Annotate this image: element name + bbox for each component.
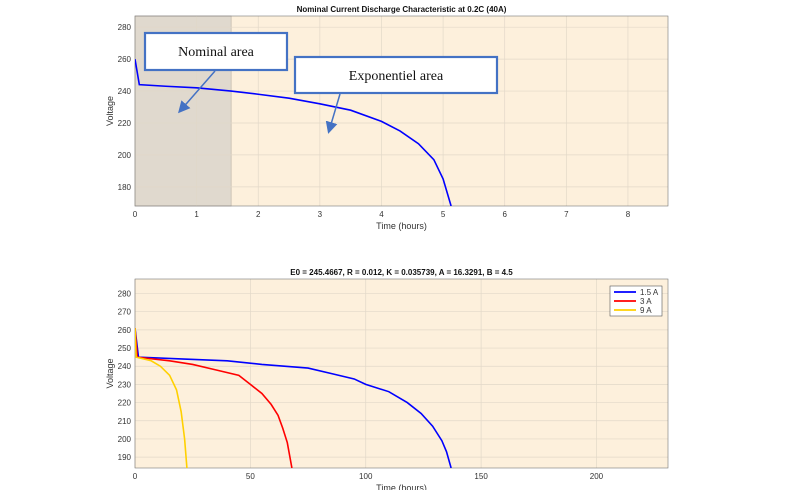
x-tick-label: 3 xyxy=(318,210,323,219)
x-tick-label: 150 xyxy=(474,472,488,481)
x-tick-label: 2 xyxy=(256,210,261,219)
y-tick-label: 210 xyxy=(118,417,132,426)
y-axis-label: Voltage xyxy=(105,358,115,388)
y-tick-label: 230 xyxy=(118,380,132,389)
x-tick-label: 200 xyxy=(590,472,604,481)
y-tick-label: 260 xyxy=(118,326,132,335)
x-tick-label: 8 xyxy=(626,210,631,219)
legend-label: 3 A xyxy=(640,297,652,306)
nominal-area-callout xyxy=(143,31,289,72)
nominal-arrow-icon xyxy=(178,70,216,114)
y-tick-label: 220 xyxy=(118,399,132,408)
y-tick-label: 270 xyxy=(118,308,132,317)
series-line-9-A xyxy=(135,328,188,468)
x-tick-label: 0 xyxy=(133,472,138,481)
y-tick-label: 200 xyxy=(118,151,132,160)
y-tick-label: 180 xyxy=(118,183,132,192)
x-tick-label: 0 xyxy=(133,210,138,219)
exponential-arrow-icon xyxy=(325,93,341,134)
y-tick-label: 280 xyxy=(118,23,132,32)
axes-frame xyxy=(134,278,669,469)
x-tick-label: 4 xyxy=(379,210,384,219)
y-tick-label: 240 xyxy=(118,87,132,96)
legend: 1.5 A3 A9 A xyxy=(609,285,663,317)
y-tick-label: 190 xyxy=(118,453,132,462)
nominal-area-label: Nominal area xyxy=(178,45,255,60)
x-tick-label: 7 xyxy=(564,210,569,219)
chart-1: 0 1 2 3 4 5 6 7 8 180 200 220 240 260 280 Nominal Curre… xyxy=(105,5,669,231)
legend-label: 9 A xyxy=(640,306,652,315)
x-tick-label: 6 xyxy=(502,210,507,219)
x-axis-label: Time (hours) xyxy=(376,483,427,490)
chart-title: E0 = 245.4667, R = 0.012, K = 0.035739, … xyxy=(290,268,513,277)
chart-title: Nominal Current Discharge Characteristic… xyxy=(297,5,507,14)
series-line-1.5-A xyxy=(135,327,452,468)
y-tick-label: 220 xyxy=(118,119,132,128)
axes-frame xyxy=(134,15,669,207)
x-tick-label: 50 xyxy=(246,472,255,481)
plot-area xyxy=(135,279,668,468)
y-tick-label: 280 xyxy=(118,290,132,299)
x-axis-label: Time (hours) xyxy=(376,221,427,231)
series-line-3-A xyxy=(135,328,293,468)
exponential-area-callout xyxy=(293,55,499,95)
y-axis-label: Voltage xyxy=(105,96,115,126)
y-tick-label: 240 xyxy=(118,362,132,371)
x-tick-label: 5 xyxy=(441,210,446,219)
x-tick-label: 100 xyxy=(359,472,373,481)
x-tick-label: 1 xyxy=(194,210,199,219)
y-tick-label: 200 xyxy=(118,435,132,444)
series-line-discharge xyxy=(135,58,452,206)
legend-label: 1.5 A xyxy=(640,288,659,297)
exponential-area-label: Exponentiel area xyxy=(349,69,444,84)
chart-2: 0 50 100 150 200 190 200 210 220 230 240 250 260 270 2… xyxy=(105,268,669,490)
y-tick-label: 260 xyxy=(118,55,132,64)
y-tick-label: 250 xyxy=(118,344,132,353)
